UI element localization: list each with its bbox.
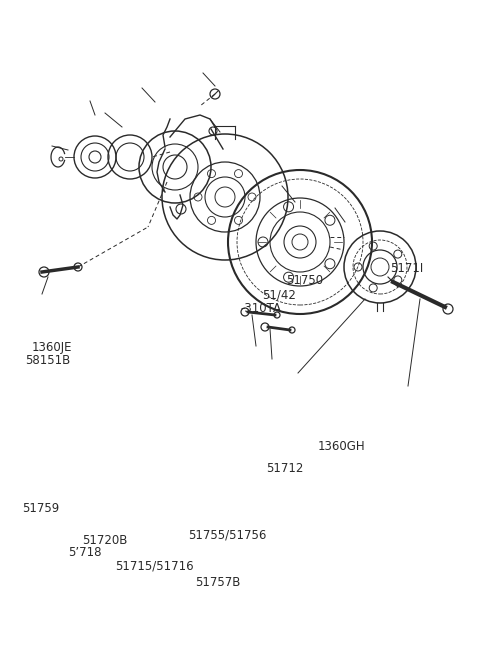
Text: 58151B: 58151B (25, 353, 70, 367)
Text: 51/42: 51/42 (262, 288, 296, 302)
Text: 51715/51716: 51715/51716 (115, 560, 193, 572)
Text: 51750: 51750 (286, 275, 323, 288)
Text: 5171I: 5171I (390, 261, 423, 275)
Text: 1360GH: 1360GH (318, 440, 366, 453)
Text: 51755/51756: 51755/51756 (188, 528, 266, 541)
Text: 51757B: 51757B (195, 576, 240, 589)
Text: -310TA: -310TA (240, 302, 281, 315)
Text: 5’718: 5’718 (68, 547, 101, 560)
Text: 51712: 51712 (266, 461, 303, 474)
Text: 1360JE: 1360JE (32, 340, 72, 353)
Text: 51720B: 51720B (82, 535, 127, 547)
Text: 51759: 51759 (22, 501, 59, 514)
